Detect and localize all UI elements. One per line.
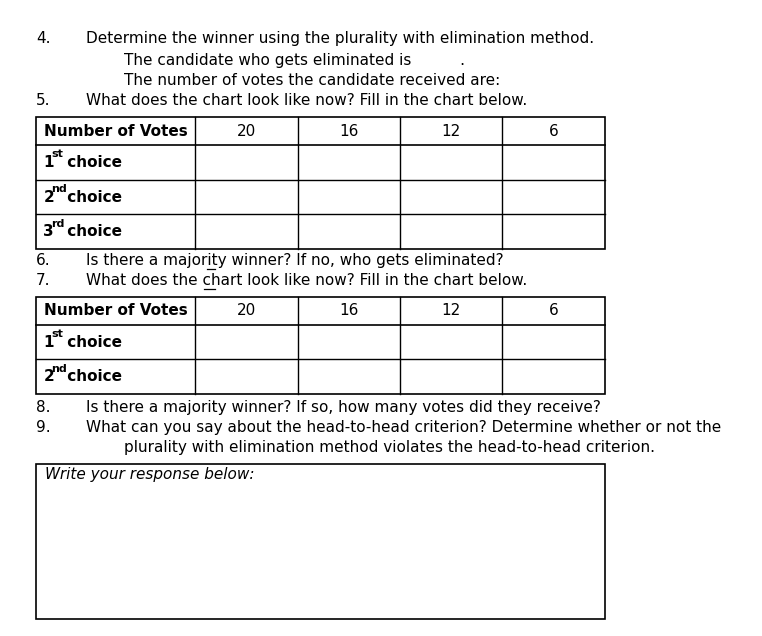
Text: Write your response below:: Write your response below:	[45, 467, 255, 483]
Text: choice: choice	[62, 369, 122, 384]
Text: nd: nd	[52, 364, 67, 373]
Text: choice: choice	[62, 335, 122, 350]
Text: Is there a majority winner? If so, how many votes did they receive?: Is there a majority winner? If so, how m…	[86, 399, 601, 415]
Text: 6: 6	[549, 124, 559, 139]
Text: 4.: 4.	[36, 31, 50, 46]
Bar	[36, 117, 605, 249]
Text: 8.: 8.	[36, 399, 50, 415]
Text: Is there a majority winner? If no, who gets eliminated?: Is there a majority winner? If no, who g…	[86, 252, 504, 268]
Text: The candidate who gets eliminated is          .: The candidate who gets eliminated is .	[124, 53, 466, 68]
Text: 5.: 5.	[36, 93, 50, 108]
Text: 12: 12	[441, 124, 461, 139]
Bar	[36, 464, 605, 619]
Text: 16: 16	[339, 303, 358, 318]
Text: 6.: 6.	[36, 252, 50, 268]
Text: Number of Votes: Number of Votes	[43, 303, 187, 318]
Text: choice: choice	[62, 155, 122, 170]
Text: The number of votes the candidate received are:: The number of votes the candidate receiv…	[124, 73, 501, 88]
Text: 1: 1	[43, 335, 54, 350]
Text: Number of Votes: Number of Votes	[43, 124, 187, 139]
Text: Determine the winner using the plurality with elimination method.: Determine the winner using the plurality…	[86, 31, 594, 46]
Text: What does the chart look like now? Fill in the chart below.: What does the chart look like now? Fill …	[86, 273, 527, 288]
Text: 7.: 7.	[36, 273, 50, 288]
Bar	[36, 296, 605, 394]
Text: st: st	[52, 329, 63, 339]
Text: 20: 20	[237, 303, 256, 318]
Text: 9.: 9.	[36, 420, 50, 435]
Text: 6: 6	[549, 303, 559, 318]
Text: 16: 16	[339, 124, 358, 139]
Text: What can you say about the head-to-head criterion? Determine whether or not the: What can you say about the head-to-head …	[86, 420, 722, 435]
Text: choice: choice	[62, 225, 122, 239]
Text: 12: 12	[441, 303, 461, 318]
Text: 2: 2	[43, 190, 54, 205]
Text: choice: choice	[62, 190, 122, 205]
Text: st: st	[52, 149, 63, 160]
Text: plurality with elimination method violates the head-to-head criterion.: plurality with elimination method violat…	[124, 440, 655, 455]
Text: rd: rd	[52, 219, 65, 228]
Text: 2: 2	[43, 369, 54, 384]
Text: 3: 3	[43, 225, 54, 239]
Text: nd: nd	[52, 184, 67, 194]
Text: What does the chart look like now? Fill in the chart below.: What does the chart look like now? Fill …	[86, 93, 527, 108]
Text: 20: 20	[237, 124, 256, 139]
Text: 1: 1	[43, 155, 54, 170]
